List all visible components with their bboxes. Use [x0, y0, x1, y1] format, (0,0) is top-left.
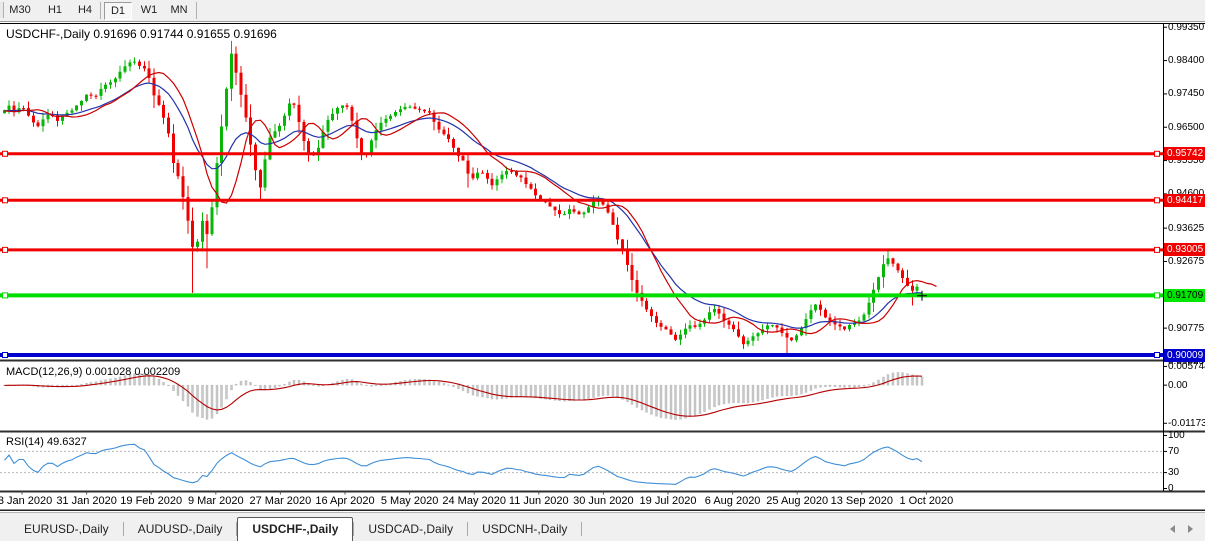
level-handle[interactable]	[2, 197, 8, 204]
timeframe-button-truncated[interactable]	[0, 2, 4, 18]
horizontal-level-line-0.90009[interactable]	[0, 352, 1163, 358]
level-handle[interactable]	[2, 150, 8, 157]
tab-usdcad[interactable]: USDCAD-,Daily	[368, 522, 454, 536]
tab-separator-icon	[581, 522, 583, 536]
level-handle[interactable]	[2, 246, 8, 253]
date-tick-label: 13 Sep 2020	[830, 495, 893, 507]
price-level-chip-0.90009: 0.90009	[1164, 348, 1205, 362]
date-tick-label: 9 Mar 2020	[187, 495, 244, 507]
date-tick-label: 19 Feb 2020	[120, 495, 183, 507]
date-tick-label: 30 Jun 2020	[573, 495, 634, 507]
horizontal-level-line-0.91709[interactable]	[0, 292, 1163, 299]
tab-separator-icon	[122, 522, 124, 536]
date-tick-label: 16 Apr 2020	[315, 495, 375, 507]
timeframe-button-mn[interactable]: MN	[170, 4, 188, 16]
rsi-tick-label: 0	[1168, 483, 1174, 494]
chart-title-ohlc: USDCHF-,Daily 0.91696 0.91744 0.91655 0.…	[6, 27, 277, 41]
current-price-cross-icon	[917, 290, 927, 301]
timeframe-button-h1[interactable]: H1	[47, 4, 63, 16]
price-tick-label: 0.98400	[1168, 55, 1205, 67]
price-tick-label: 0.93625	[1168, 222, 1205, 234]
rsi-tick-label: 100	[1168, 430, 1185, 441]
toolbar-separator-icon	[100, 2, 101, 19]
macd-indicator-label: MACD(12,26,9) 0.001028 0.002209	[6, 366, 181, 378]
level-handle[interactable]	[1154, 352, 1160, 358]
price-level-chip-0.95742: 0.95742	[1164, 147, 1205, 161]
date-tick-label: 19 Jul 2020	[639, 495, 697, 507]
tab-usdcnh[interactable]: USDCNH-,Daily	[482, 522, 568, 536]
level-handle[interactable]	[2, 292, 8, 299]
horizontal-level-line-0.95742[interactable]	[0, 150, 1163, 157]
level-handle[interactable]	[2, 352, 8, 358]
tab-separator-icon	[236, 522, 238, 536]
price-tick-label: 0.99350	[1168, 21, 1205, 33]
ma-slow-line	[4, 82, 923, 329]
timeframe-button-m30[interactable]: M30	[9, 4, 31, 16]
tabs-scroll-right-icon[interactable]	[1188, 525, 1193, 533]
macd-tick-label: 0.00	[1168, 379, 1188, 391]
level-handle[interactable]	[1154, 292, 1160, 299]
date-tick-label: 13 Jan 2020	[0, 495, 53, 507]
tabs-scroll-left-icon[interactable]	[1170, 525, 1175, 533]
price-level-chip-0.93005: 0.93005	[1164, 243, 1205, 257]
price-tick-label: 0.97450	[1168, 88, 1205, 100]
date-tick-label: 24 May 2020	[442, 495, 506, 507]
timeframe-button-h4[interactable]: H4	[77, 4, 93, 16]
date-tick-label: 27 Mar 2020	[249, 495, 312, 507]
price-level-chip-0.91709: 0.91709	[1164, 288, 1205, 302]
level-handle[interactable]	[1154, 150, 1160, 157]
price-level-chip-0.94417: 0.94417	[1164, 193, 1205, 207]
date-tick-label: 6 Aug 2020	[704, 495, 761, 507]
rsi-indicator-label: RSI(14) 49.6327	[6, 436, 87, 448]
price-tick-label: 0.95550	[1168, 155, 1205, 167]
rsi-panel	[0, 443, 1163, 485]
rsi-tick-label: 30	[1168, 467, 1180, 479]
macd-tick-label: 0.005744	[1168, 360, 1205, 372]
horizontal-level-line-0.93005[interactable]	[0, 246, 1163, 253]
tab-audusd[interactable]: AUDUSD-,Daily	[137, 522, 223, 536]
rsi-tick-label: 70	[1168, 445, 1180, 457]
date-tick-label: 11 Jun 2020	[508, 495, 569, 507]
price-tick-label: 0.96500	[1168, 121, 1205, 133]
ma-fast-line	[4, 71, 937, 335]
price-tick-label: 0.90775	[1168, 322, 1205, 334]
candles	[3, 40, 924, 355]
date-tick-label: 1 Oct 2020	[899, 495, 954, 507]
horizontal-level-line-0.94417[interactable]	[0, 197, 1163, 204]
main-price-panel	[0, 40, 1163, 358]
tab-separator-icon	[467, 522, 469, 536]
timeframe-toolbar[interactable]: M30 H1 H4 D1 W1 MN	[0, 0, 1205, 22]
macd-signal-line	[4, 375, 923, 417]
date-tick-label: 25 Aug 2020	[766, 495, 829, 507]
macd-tick-label: -0.011738	[1168, 417, 1205, 429]
rsi-line	[4, 443, 923, 485]
macd-panel	[3, 372, 924, 420]
price-tick-label: 0.92675	[1168, 255, 1205, 267]
chart-graphics	[0, 23, 1205, 511]
timeframe-button-w1[interactable]: W1	[140, 4, 158, 16]
level-handle[interactable]	[1154, 246, 1160, 253]
level-handle[interactable]	[1154, 197, 1160, 204]
chart-tabs-bar: EURUSD-,Daily AUDUSD-,Daily USDCHF-,Daily U…	[0, 512, 1205, 541]
tab-separator-icon	[353, 522, 355, 536]
date-tick-label: 5 May 2020	[380, 495, 439, 507]
timeframe-button-d1[interactable]: D1	[104, 2, 132, 20]
tab-eurusd[interactable]: EURUSD-,Daily	[24, 522, 109, 536]
tab-usdchf[interactable]: USDCHF-,Daily	[237, 517, 354, 541]
date-tick-label: 31 Jan 2020	[56, 495, 117, 507]
symbol-tabs: EURUSD-,Daily AUDUSD-,Daily USDCHF-,Daily U…	[10, 513, 583, 541]
toolbar-separator-icon	[196, 2, 197, 19]
